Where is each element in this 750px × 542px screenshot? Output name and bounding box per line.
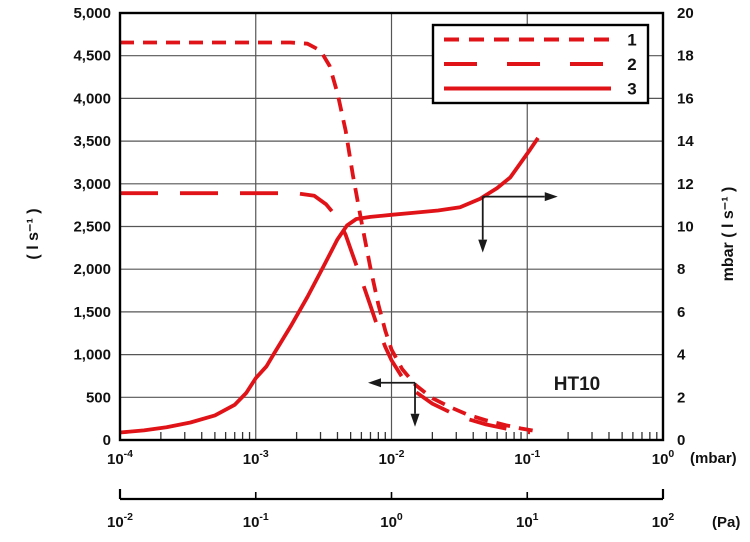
left-axis-labels: 0 500 1,000 1,500 2,000 2,500 3,000 3,500 4,000 4… bbox=[73, 5, 111, 449]
right-tick-label: 8 bbox=[677, 261, 685, 278]
mbar-tick-label: 10-1 bbox=[514, 448, 540, 468]
mbar-tick-label: 10-4 bbox=[107, 448, 133, 468]
right-tick-label: 14 bbox=[677, 133, 694, 150]
legend-label-2: 2 bbox=[627, 55, 636, 74]
left-tick-label: 500 bbox=[86, 389, 111, 406]
x-axis-unit-mbar: (mbar) bbox=[690, 450, 737, 467]
legend: 1 2 3 bbox=[431, 23, 650, 105]
legend-label-1: 1 bbox=[627, 31, 636, 50]
right-tick-label: 0 bbox=[677, 432, 685, 449]
arrow-head-down bbox=[478, 239, 488, 253]
mbar-tick-label: 10-3 bbox=[243, 448, 269, 468]
right-tick-label: 18 bbox=[677, 48, 694, 65]
pa-tick-label: 100 bbox=[380, 511, 403, 531]
right-tick-label: 16 bbox=[677, 90, 694, 107]
right-tick-label: 4 bbox=[677, 347, 686, 364]
mbar-tick-label: 10-2 bbox=[378, 448, 404, 468]
right-axis-title: mbar ( l s⁻¹ ) bbox=[720, 186, 737, 282]
pa-tick-label: 102 bbox=[652, 511, 675, 531]
legend-label-3: 3 bbox=[627, 80, 636, 99]
left-tick-label: 4,500 bbox=[73, 48, 111, 65]
left-tick-label: 1,000 bbox=[73, 347, 111, 364]
curve-3 bbox=[119, 136, 540, 435]
curve-2 bbox=[120, 191, 531, 435]
right-tick-label: 10 bbox=[677, 219, 694, 236]
right-tick-label: 12 bbox=[677, 176, 694, 193]
left-tick-label: 2,500 bbox=[73, 219, 111, 236]
left-tick-label: 5,000 bbox=[73, 5, 111, 22]
pa-tick-label: 10-1 bbox=[243, 511, 269, 531]
left-tick-label: 3,500 bbox=[73, 133, 111, 150]
read-left-axis bbox=[368, 378, 420, 427]
left-tick-label: 2,000 bbox=[73, 261, 111, 278]
left-tick-label: 1,500 bbox=[73, 304, 111, 321]
arrow-head-right bbox=[544, 192, 558, 202]
right-tick-label: 2 bbox=[677, 389, 685, 406]
x-axis-unit-pa: (Pa) bbox=[712, 514, 741, 531]
pa-tick-label: 101 bbox=[516, 511, 539, 531]
left-tick-label: 4,000 bbox=[73, 90, 111, 107]
right-tick-label: 20 bbox=[677, 5, 694, 22]
model-label: HT10 bbox=[553, 374, 601, 395]
mbar-tick-label: 100 bbox=[652, 448, 675, 468]
plot-frame bbox=[118, 11, 665, 442]
pa-tick-label: 10-2 bbox=[107, 511, 133, 531]
minor-ticks bbox=[160, 432, 658, 440]
right-axis-labels: 0 2 4 6 8 10 12 14 16 18 20 bbox=[677, 5, 694, 449]
left-tick-label: 3,000 bbox=[73, 176, 111, 193]
pa-axis: 10-2 10-1 100 101 102 bbox=[107, 489, 674, 531]
arrow-head-down bbox=[410, 413, 420, 427]
left-tick-label: 0 bbox=[103, 432, 111, 449]
arrow-head-left bbox=[368, 378, 382, 388]
left-axis-title: ( l s⁻¹ ) bbox=[25, 208, 42, 260]
read-right-axis bbox=[478, 192, 558, 253]
curve-1 bbox=[120, 40, 536, 433]
mbar-axis-labels: 10-4 10-3 10-2 10-1 100 bbox=[107, 448, 674, 468]
right-tick-label: 6 bbox=[677, 304, 685, 321]
